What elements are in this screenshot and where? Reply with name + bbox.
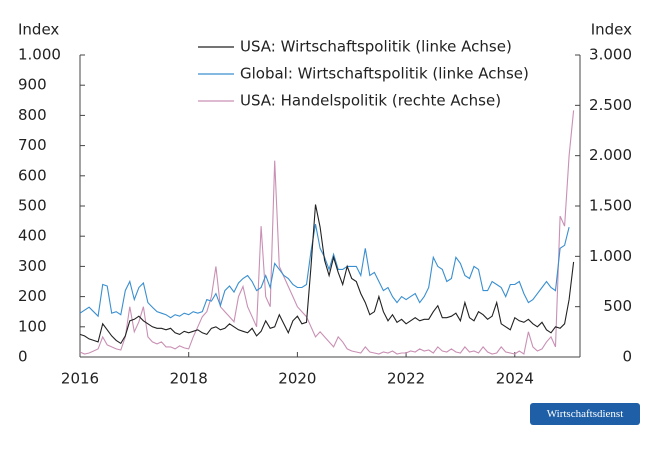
y-tick-label: 800 [18, 106, 47, 124]
x-tick-label: 2024 [496, 370, 534, 388]
x-tick-label: 2020 [278, 370, 316, 388]
series-line [79, 223, 570, 319]
legend-label: USA: Wirtschaftspolitik (linke Achse) [240, 38, 512, 56]
y-tick-label: 300 [18, 257, 47, 275]
badge [530, 403, 640, 425]
x-tick-label: 2018 [170, 370, 208, 388]
badge-text: Wirtschaftsdienst [547, 408, 624, 420]
y2-tick-label: 3.000 [589, 46, 632, 64]
x-tick-label: 2022 [387, 370, 425, 388]
y-tick-label: 400 [18, 227, 47, 245]
y2-tick-label: 2.000 [589, 146, 632, 164]
y2-tick-label: 0 [622, 348, 632, 366]
y2-axis-title: Index [591, 21, 632, 39]
y-tick-label: 0 [18, 348, 28, 366]
y-tick-label: 200 [18, 287, 47, 305]
y2-tick-label: 2.500 [589, 96, 632, 114]
y-tick-label: 500 [18, 197, 47, 215]
x-tick-label: 2016 [61, 370, 99, 388]
y-tick-label: 700 [18, 136, 47, 154]
y-tick-label: 100 [18, 317, 47, 335]
legend-label: USA: Handelspolitik (rechte Achse) [240, 92, 501, 110]
series-line [79, 110, 575, 355]
y2-tick-label: 500 [603, 297, 632, 315]
y-axis-title: Index [18, 21, 59, 39]
y2-tick-label: 1.500 [589, 197, 632, 215]
y-tick-label: 1.000 [18, 46, 61, 64]
legend-label: Global: Wirtschaftspolitik (linke Achse) [240, 65, 529, 83]
y2-tick-label: 1.000 [589, 247, 632, 265]
y-tick-label: 900 [18, 76, 47, 94]
series-line [79, 204, 575, 345]
y-tick-label: 600 [18, 166, 47, 184]
